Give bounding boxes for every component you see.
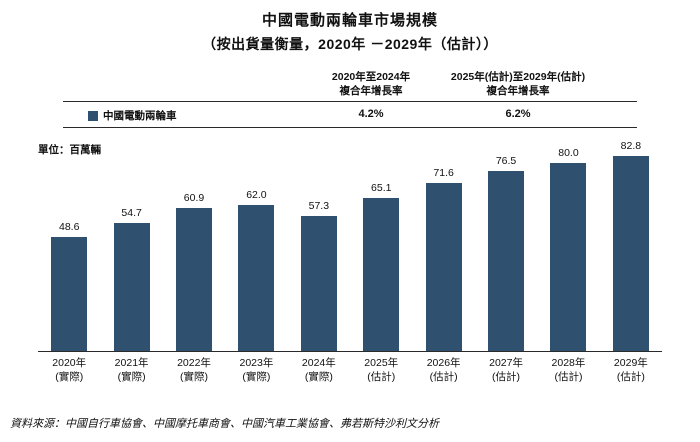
bar-column: 76.5	[475, 137, 537, 351]
bar	[51, 236, 88, 351]
x-axis-label: 2021年 (實際)	[114, 357, 149, 383]
bar	[488, 171, 525, 351]
x-axis-label: 2020年 (實際)	[52, 357, 87, 383]
bar-column: 80.0	[537, 137, 599, 351]
bar-column: 82.8	[600, 137, 662, 351]
bar	[176, 207, 213, 351]
x-axis-label: 2023年 (實際)	[239, 357, 274, 383]
cagr-header-2020-2024: 2020年至2024年 複合年增長率	[299, 70, 443, 98]
bar-value-label: 48.6	[58, 220, 80, 233]
bar	[300, 216, 337, 351]
bar-value-label: 76.5	[495, 155, 517, 168]
cagr-header-2025-2029-line1: 2025年(估計)至2029年(估計)	[450, 71, 586, 83]
bar-value-label: 65.1	[371, 182, 392, 194]
bar-value-label: 82.8	[620, 140, 642, 153]
cagr-value-2025-2029: 6.2%	[505, 108, 531, 120]
bar	[612, 156, 649, 351]
bar	[550, 163, 587, 351]
bar-column: 57.3	[288, 137, 350, 351]
legend-label: 中國電動兩輪車	[103, 110, 177, 122]
source-note: 資料來源：中國自行車協會、中國摩托車商會、中國汽車工業協會、弗若斯特沙利文分析	[10, 418, 439, 430]
cagr-header-2020-2024-line1: 2020年至2024年	[331, 71, 411, 83]
x-axis-label: 2025年 (估計)	[364, 357, 399, 383]
bar-column: 62.0	[225, 137, 287, 351]
chart-title-line1: 中國電動兩輪車市場規模	[261, 12, 438, 29]
cagr-header-2025-2029-line2: 複合年增長率	[486, 85, 550, 97]
chart-title-line2: （按出貨量衡量，2020年 －2029年（估計））	[202, 36, 498, 52]
bar	[363, 198, 400, 351]
divider-top	[63, 101, 637, 102]
bar-column: 71.6	[412, 137, 474, 351]
unit-label: 單位：百萬輛	[38, 144, 101, 156]
bar-value-label: 57.3	[308, 200, 330, 213]
cagr-header-2025-2029: 2025年(估計)至2029年(估計) 複合年增長率	[428, 70, 608, 98]
x-axis: 2020年 (實際) 2021年 (實際) 2022年 (實際) 2023年 (實際) 2024…	[38, 357, 662, 384]
x-axis-label: 2027年 (估計)	[489, 357, 523, 383]
bar-value-label: 54.7	[121, 206, 142, 219]
bar-chart-plot-area: 48.6 54.7 60.9 62.0 57.3 65.1 71.6 76.5 80.0 82.8	[38, 137, 662, 352]
x-axis-label: 2024年 (實際)	[301, 357, 336, 383]
x-axis-label: 2028年 (估計)	[551, 357, 586, 383]
bar-value-label: 80.0	[558, 147, 579, 159]
bar-column: 54.7	[100, 137, 162, 351]
bar-column: 65.1	[350, 137, 412, 351]
legend-swatch	[88, 110, 98, 121]
bar	[113, 222, 150, 351]
legend: 中國電動兩輪車	[88, 108, 177, 123]
bar-column: 48.6	[38, 137, 100, 351]
bar-value-label: 62.0	[246, 189, 267, 202]
cagr-header-2020-2024-line2: 複合年增長率	[339, 85, 403, 97]
bar	[238, 205, 275, 351]
bar-value-label: 60.9	[183, 191, 205, 204]
bar	[425, 182, 462, 351]
x-axis-label: 2022年 (實際)	[177, 357, 211, 383]
bar-value-label: 71.6	[433, 166, 454, 179]
x-axis-label: 2026年 (估計)	[426, 357, 461, 383]
divider-bottom	[63, 127, 637, 128]
cagr-value-2020-2024: 4.2%	[358, 108, 384, 120]
x-axis-label: 2029年 (估計)	[613, 357, 648, 383]
bar-column: 60.9	[163, 137, 225, 351]
